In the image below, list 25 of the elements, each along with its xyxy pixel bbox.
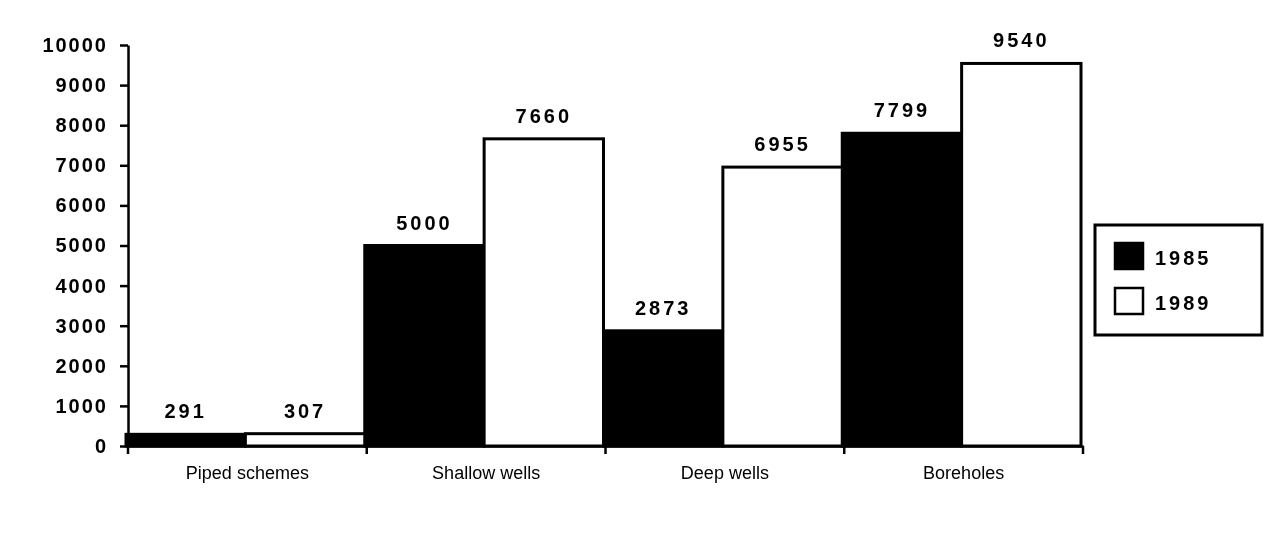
legend-label: 1989 (1155, 292, 1212, 314)
y-tick-label: 0 (94, 434, 108, 457)
data-label: 307 (283, 399, 327, 422)
x-tick-label: Boreholes (923, 463, 1005, 483)
y-tick-label: 5000 (55, 234, 108, 257)
y-tick-label: 2000 (55, 354, 108, 377)
x-tick-label: Shallow wells (432, 463, 541, 483)
y-tick-label: 7000 (55, 154, 108, 177)
data-label: 7799 (873, 99, 931, 122)
x-tick-label: Deep wells (680, 463, 769, 483)
y-tick-label: 1000 (55, 394, 108, 417)
data-label: 291 (164, 400, 207, 423)
y-tick-label: 9000 (55, 74, 108, 96)
data-label: 9540 (993, 29, 1050, 52)
data-label: 6955 (754, 133, 811, 156)
data-label: 7660 (515, 104, 573, 127)
y-tick-label: 8000 (55, 114, 108, 137)
y-tick-label: 10000 (42, 33, 108, 56)
data-label: 5000 (396, 211, 453, 234)
x-tick-label: Piped schemes (185, 463, 309, 483)
y-tick-label: 6000 (55, 194, 108, 217)
y-tick-label: 4000 (55, 274, 108, 297)
legend-label: 1985 (1155, 247, 1212, 269)
data-label: 2873 (634, 296, 692, 319)
y-tick-label: 3000 (55, 314, 108, 337)
